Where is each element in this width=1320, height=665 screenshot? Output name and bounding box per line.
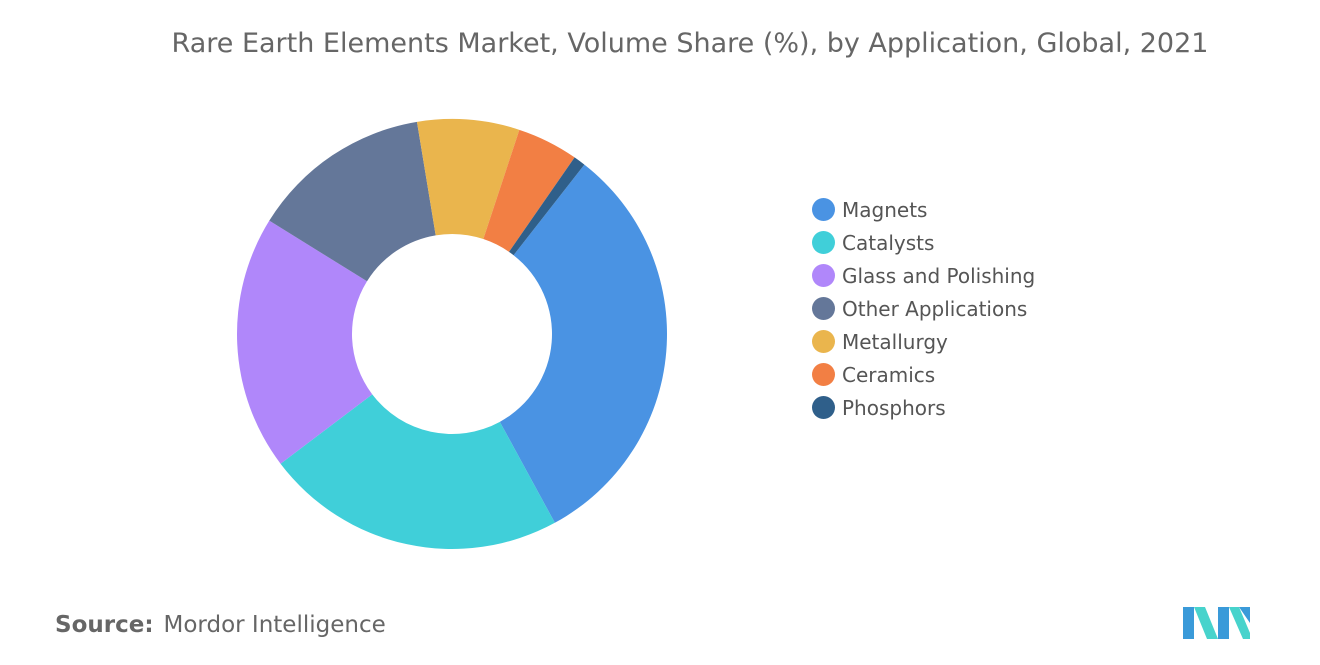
legend-label: Magnets bbox=[842, 197, 928, 222]
mordor-intelligence-logo-icon bbox=[1183, 607, 1250, 639]
chart-legend: Magnets Catalysts Glass and Polishing Other… bbox=[812, 193, 1035, 424]
chart-title: Rare Earth Elements Market, Volume Share… bbox=[171, 28, 1209, 59]
legend-label: Ceramics bbox=[842, 362, 936, 387]
logo-middle-bar bbox=[1218, 607, 1229, 639]
logo-left-bar bbox=[1183, 607, 1194, 639]
legend-swatch bbox=[812, 231, 835, 254]
source-text: Mordor Intelligence bbox=[163, 612, 386, 638]
source-note: Source: Mordor Intelligence bbox=[55, 612, 386, 638]
logo-right-bar bbox=[1239, 607, 1250, 623]
legend-item: Metallurgy bbox=[812, 325, 1035, 358]
logo-right-diagonal bbox=[1229, 607, 1250, 639]
donut-slice-glass-and-polishing bbox=[237, 220, 373, 464]
legend-swatch bbox=[812, 396, 835, 419]
donut-slice-magnets bbox=[499, 164, 667, 523]
legend-label: Metallurgy bbox=[842, 329, 948, 354]
legend-item: Phosphors bbox=[812, 391, 1035, 424]
donut-slice-catalysts bbox=[280, 394, 555, 549]
legend-swatch bbox=[812, 330, 835, 353]
legend-item: Magnets bbox=[812, 193, 1035, 226]
legend-label: Other Applications bbox=[842, 296, 1028, 321]
legend-label: Phosphors bbox=[842, 395, 946, 420]
donut-slice-other-applications bbox=[269, 121, 436, 282]
legend-label: Catalysts bbox=[842, 230, 935, 255]
legend-item: Glass and Polishing bbox=[812, 259, 1035, 292]
legend-swatch bbox=[812, 297, 835, 320]
donut-slice-ceramics bbox=[483, 129, 575, 252]
donut-slice-metallurgy bbox=[416, 119, 520, 240]
legend-label: Glass and Polishing bbox=[842, 263, 1036, 288]
legend-item: Ceramics bbox=[812, 358, 1035, 391]
legend-swatch bbox=[812, 363, 835, 386]
legend-item: Other Applications bbox=[812, 292, 1035, 325]
source-label: Source: bbox=[55, 612, 154, 638]
logo-left-diagonal bbox=[1194, 607, 1218, 639]
legend-swatch bbox=[812, 198, 835, 221]
donut-slice-phosphors bbox=[509, 157, 585, 256]
legend-item: Catalysts bbox=[812, 226, 1035, 259]
legend-swatch bbox=[812, 264, 835, 287]
